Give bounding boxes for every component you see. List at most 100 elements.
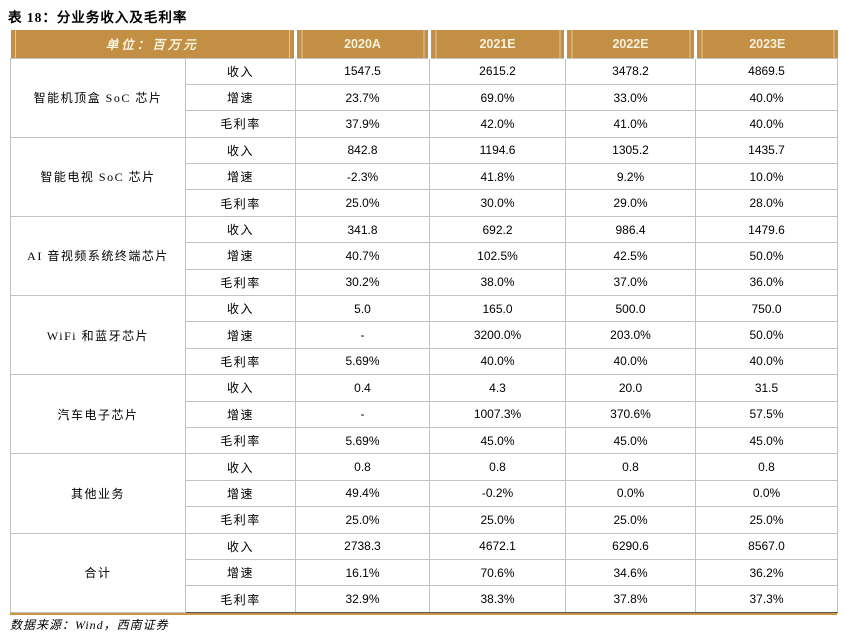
value-cell: - xyxy=(295,400,431,428)
table-row: 增速 40.7% 102.5% 42.5% 50.0% xyxy=(11,242,839,270)
value-cell: 20.0 xyxy=(565,374,697,402)
table-row: 毛利率 32.9% 38.3% 37.8% 37.3% xyxy=(11,585,839,613)
metric-label-cell: 增速 xyxy=(184,83,297,112)
value-cell: 25.0% xyxy=(695,506,839,534)
value-cell: 37.0% xyxy=(565,268,697,297)
value-cell: 0.8 xyxy=(429,453,567,481)
metric-label-cell: 增速 xyxy=(184,163,297,191)
value-cell: 50.0% xyxy=(695,242,839,270)
table-row: WiFi 和蓝牙芯片 收入 5.0 165.0 500.0 750.0 xyxy=(10,295,839,376)
metric-label-cell: 增速 xyxy=(184,242,297,270)
value-cell: 38.3% xyxy=(429,585,567,613)
value-cell: 25.0% xyxy=(565,506,697,534)
value-cell: 0.0% xyxy=(695,479,839,508)
value-cell: 40.0% xyxy=(695,347,839,376)
value-cell: 28.0% xyxy=(695,189,839,217)
value-cell: 34.6% xyxy=(565,558,697,587)
value-cell: 25.0% xyxy=(429,506,567,534)
value-cell: 8567.0 xyxy=(695,532,839,560)
value-cell: 1435.7 xyxy=(695,136,839,165)
table-row: 增速 -2.3% 41.8% 9.2% 10.0% xyxy=(11,163,839,191)
year-header-2022e: 2022E xyxy=(564,30,696,59)
value-cell: 0.4 xyxy=(295,374,431,402)
value-cell: 37.8% xyxy=(565,585,697,613)
value-cell: 2738.3 xyxy=(295,532,431,560)
value-cell: 32.9% xyxy=(295,585,431,613)
value-cell: 33.0% xyxy=(565,83,697,112)
revenue-margin-table: 单位：百万元 2020A 2021E 2022E 2023E 智能机顶盒 SoC… xyxy=(10,30,839,615)
value-cell: 41.0% xyxy=(565,110,697,138)
table-row: 毛利率 30.2% 38.0% 37.0% 36.0% xyxy=(11,268,839,297)
data-table: 单位：百万元 2020A 2021E 2022E 2023E 智能机顶盒 SoC… xyxy=(10,30,839,613)
value-cell: 36.2% xyxy=(695,558,839,587)
metric-label-cell: 毛利率 xyxy=(184,426,297,455)
value-cell: 750.0 xyxy=(695,295,839,323)
value-cell: 45.0% xyxy=(565,426,697,455)
table-row: 增速 49.4% -0.2% 0.0% 0.0% xyxy=(11,479,839,508)
table-header: 单位：百万元 2020A 2021E 2022E 2023E xyxy=(10,30,838,59)
value-cell: 3200.0% xyxy=(429,321,567,349)
value-cell: - xyxy=(295,321,431,349)
value-cell: 40.0% xyxy=(565,347,697,376)
value-cell: 2615.2 xyxy=(429,57,567,85)
value-cell: 3478.2 xyxy=(565,57,697,85)
value-cell: 0.0% xyxy=(565,479,697,508)
metric-label-cell: 收入 xyxy=(184,215,297,244)
data-source-note: 数据来源：Wind，西南证券 xyxy=(10,618,169,632)
value-cell: -2.3% xyxy=(295,163,431,191)
value-cell: 37.9% xyxy=(295,110,431,138)
year-header-2021e: 2021E xyxy=(428,30,566,59)
unit-header-cell: 单位：百万元 xyxy=(10,30,296,59)
value-cell: 4672.1 xyxy=(429,532,567,560)
table-row: 增速 23.7% 69.0% 33.0% 40.0% xyxy=(11,83,839,112)
metric-label-cell: 毛利率 xyxy=(184,347,297,376)
value-cell: 49.4% xyxy=(295,479,431,508)
value-cell: 42.0% xyxy=(429,110,567,138)
table-row: 增速 16.1% 70.6% 34.6% 36.2% xyxy=(11,558,839,587)
metric-label-cell: 毛利率 xyxy=(184,268,297,297)
table-row: 合计 收入 2738.3 4672.1 6290.6 8567.0 xyxy=(10,532,839,613)
value-cell: 30.0% xyxy=(429,189,567,217)
business-name-cell: 合计 xyxy=(10,532,186,613)
value-cell: 1547.5 xyxy=(295,57,431,85)
year-header-2020a: 2020A xyxy=(294,30,430,59)
year-header-2023e: 2023E xyxy=(694,30,838,59)
value-cell: 40.0% xyxy=(429,347,567,376)
metric-label-cell: 增速 xyxy=(184,479,297,508)
value-cell: 25.0% xyxy=(295,506,431,534)
value-cell: 70.6% xyxy=(429,558,567,587)
table-row: 智能电视 SoC 芯片 收入 842.8 1194.6 1305.2 1435.7 xyxy=(10,136,839,217)
value-cell: 40.0% xyxy=(695,83,839,112)
table-title: 表 18：分业务收入及毛利率 xyxy=(8,10,188,25)
value-cell: 0.8 xyxy=(695,453,839,481)
table-row: 汽车电子芯片 收入 0.4 4.3 20.0 31.5 xyxy=(10,374,839,455)
header-row: 单位：百万元 2020A 2021E 2022E 2023E xyxy=(10,30,838,59)
value-cell: 4869.5 xyxy=(695,57,839,85)
business-name-cell: 智能电视 SoC 芯片 xyxy=(10,136,186,217)
table-row: AI 音视频系统终端芯片 收入 341.8 692.2 986.4 1479.6 xyxy=(10,215,839,297)
value-cell: 5.69% xyxy=(295,347,431,376)
value-cell: 50.0% xyxy=(695,321,839,349)
value-cell: 38.0% xyxy=(429,268,567,297)
value-cell: 25.0% xyxy=(295,189,431,217)
table-row: 增速 -1007.3% 370.6% 57.5% xyxy=(11,400,839,428)
value-cell: 16.1% xyxy=(295,558,431,587)
metric-label-cell: 收入 xyxy=(184,57,297,85)
value-cell: 40.0% xyxy=(695,110,839,138)
value-cell: 42.5% xyxy=(565,242,697,270)
value-cell: 102.5% xyxy=(429,242,567,270)
metric-label-cell: 毛利率 xyxy=(184,585,297,613)
value-cell: 30.2% xyxy=(295,268,431,297)
value-cell: 57.5% xyxy=(695,400,839,428)
metric-label-cell: 收入 xyxy=(184,374,297,402)
table-row: 毛利率 37.9% 42.0% 41.0% 40.0% xyxy=(11,110,839,138)
business-name-cell: 其他业务 xyxy=(10,453,186,534)
value-cell: 29.0% xyxy=(565,189,697,217)
value-cell: 9.2% xyxy=(565,163,697,191)
table-row: 增速 -3200.0% 203.0% 50.0% xyxy=(11,321,839,349)
value-cell: 36.0% xyxy=(695,268,839,297)
value-cell: 40.7% xyxy=(295,242,431,270)
business-name-cell: WiFi 和蓝牙芯片 xyxy=(10,295,186,376)
value-cell: 1194.6 xyxy=(429,136,567,165)
